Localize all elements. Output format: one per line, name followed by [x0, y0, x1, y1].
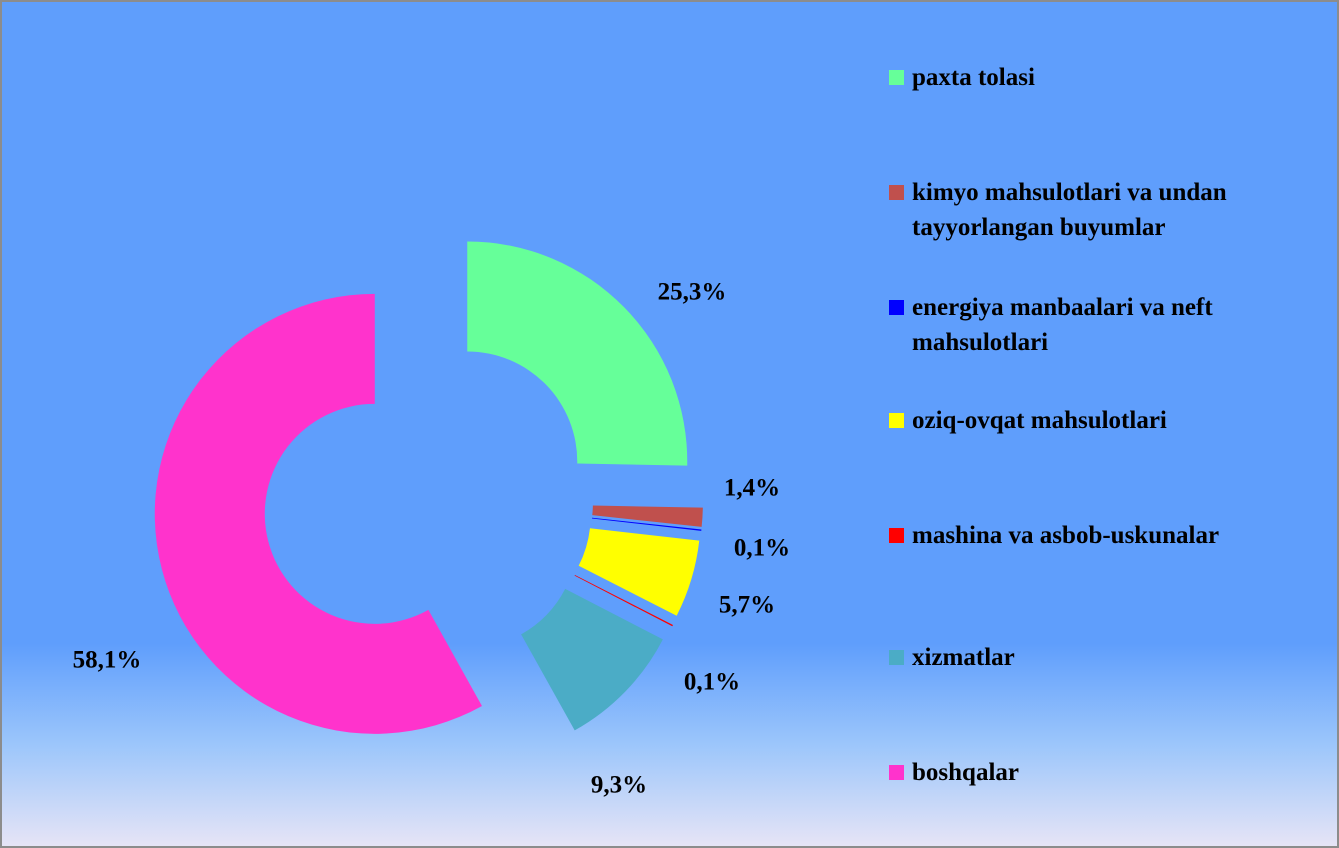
legend-swatch	[889, 528, 904, 543]
data-label: 0,1%	[684, 669, 740, 696]
legend-label: boshqalar	[912, 759, 1019, 786]
legend-label: mashina va asbob-uskunalar	[912, 522, 1220, 549]
donut-slice	[154, 293, 482, 734]
legend-swatch	[889, 413, 904, 428]
donut-slice	[591, 517, 702, 531]
donut-slice	[521, 588, 663, 731]
legend-label: paxta tolasi	[912, 64, 1035, 91]
legend-swatch	[889, 70, 904, 85]
legend-label: oziq-ovqat mahsulotlari	[912, 407, 1167, 434]
data-label: 25,3%	[658, 279, 727, 306]
data-label: 1,4%	[724, 475, 780, 502]
legend-label: energiya manbaalari va neft mahsulotlari	[912, 294, 1213, 356]
data-label: 58,1%	[73, 647, 142, 674]
data-label: 9,3%	[591, 772, 647, 799]
legend-label: kimyo mahsulotlari va undan tayyorlangan…	[912, 179, 1227, 241]
legend-swatch	[889, 300, 904, 315]
donut-slice	[467, 241, 688, 466]
data-label: 0,1%	[734, 535, 790, 562]
donut-slice	[574, 575, 673, 627]
donut-slice	[578, 528, 700, 616]
legend-swatch	[889, 650, 904, 665]
donut-slice	[592, 505, 703, 527]
data-label: 5,7%	[719, 592, 775, 619]
legend-swatch	[889, 765, 904, 780]
legend-label: xizmatlar	[912, 644, 1015, 671]
legend-swatch	[889, 185, 904, 200]
